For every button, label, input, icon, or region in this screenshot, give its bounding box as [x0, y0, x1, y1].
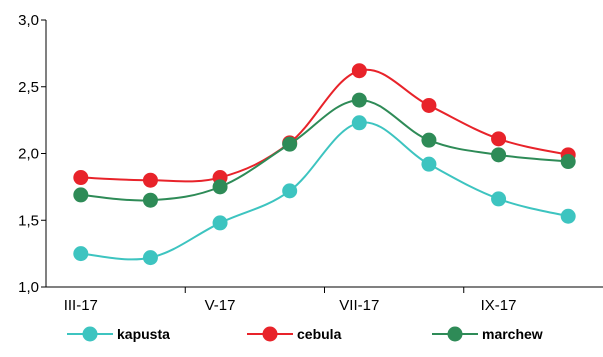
legend-item-kapusta: kapusta — [67, 326, 170, 342]
data-point-kapusta: IX-17: 1.66 — [491, 191, 507, 207]
data-point-kapusta: VIII-17: 1.92 — [421, 156, 437, 172]
y-tick-label: 1,5 — [18, 212, 39, 229]
data-point-marchew: V-17: 1.75 — [212, 179, 228, 195]
data-point-marchew: VII-17: 2.4 — [351, 92, 367, 108]
legend-marker-marchew — [447, 326, 463, 342]
data-point-cebula: VII-17: 2.62 — [351, 63, 367, 79]
y-tick-label: 2,0 — [18, 146, 39, 163]
legend-item-marchew: marchew — [432, 326, 543, 342]
legend-marker-cebula — [262, 326, 278, 342]
series-kapusta: III-17: 1.25 IV-17: 1.22 V-17: 1.48 VI-17: … — [73, 115, 576, 266]
legend-label-marchew: marchew — [482, 326, 543, 342]
legend-label-cebula: cebula — [297, 326, 342, 342]
data-point-kapusta: IV-17: 1.22 — [142, 250, 158, 266]
x-tick-label: VII-17 — [339, 297, 379, 314]
data-point-cebula: III-17: 1.82 — [73, 170, 89, 186]
data-point-cebula: VIII-17: 2.36 — [421, 97, 437, 113]
legend: kapusta cebula marchew — [67, 326, 543, 342]
data-point-kapusta: VII-17: 2.23 — [351, 115, 367, 131]
x-tick-label: III-17 — [64, 297, 98, 314]
x-tick-label: V-17 — [205, 297, 236, 314]
data-point-kapusta: VI-17: 1.72 — [282, 183, 298, 199]
x-axis-ticks: III-17 V-17 VII-17 IX-17 — [64, 287, 517, 314]
data-point-cebula: IX-17: 2.11 — [491, 131, 507, 147]
data-point-marchew: III-17: 1.69 — [73, 187, 89, 203]
series-marchew: III-17: 1.69 IV-17: 1.65 V-17: 1.75 VI-17: … — [73, 92, 576, 208]
series-cebula: III-17: 1.82IV-17: 1.8V-17: 1.82VI-17: 2… — [73, 63, 576, 188]
series-line-kapusta — [80, 121, 569, 261]
series-line-marchew — [80, 99, 569, 202]
series-line-cebula — [80, 68, 569, 183]
y-tick-label: 3,0 — [18, 12, 39, 29]
data-point-marchew: VIII-17: 2.1 — [421, 132, 437, 148]
legend-item-cebula: cebula — [247, 326, 342, 342]
data-point-marchew: X-17: 1.94 — [560, 154, 576, 170]
data-point-kapusta: III-17: 1.25 — [73, 246, 89, 262]
data-point-kapusta: X-17: 1.53 — [560, 208, 576, 224]
data-point-kapusta: V-17: 1.48 — [212, 215, 228, 231]
data-point-marchew: VI-17: 2.07 — [282, 136, 298, 152]
y-tick-label: 1,0 — [18, 279, 39, 296]
data-point-cebula: IV-17: 1.8 — [142, 172, 158, 188]
y-axis-ticks: 1,0 1,5 2,0 2,5 3,0 — [18, 12, 46, 296]
data-point-marchew: IX-17: 1.99 — [491, 147, 507, 163]
x-tick-label: IX-17 — [481, 297, 517, 314]
legend-label-kapusta: kapusta — [117, 326, 170, 342]
series-layer: III-17: 1.25 IV-17: 1.22 V-17: 1.48 VI-17: … — [73, 63, 576, 266]
y-tick-label: 2,5 — [18, 79, 39, 96]
legend-marker-kapusta — [82, 326, 98, 342]
data-point-marchew: IV-17: 1.65 — [142, 192, 158, 208]
